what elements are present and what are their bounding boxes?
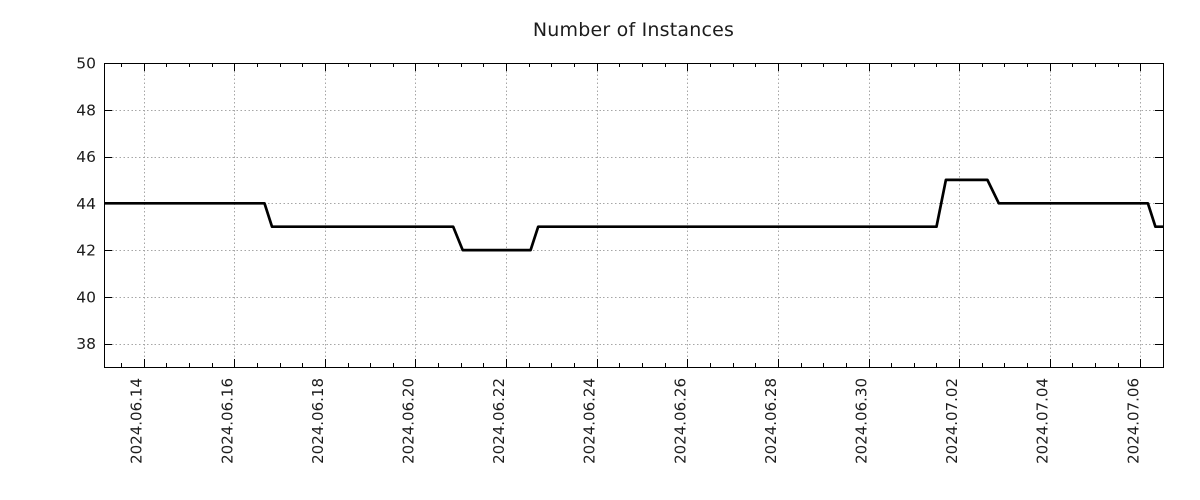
chart-title: Number of Instances — [532, 19, 735, 41]
grid-lines — [104, 63, 1163, 367]
x-tick-labels: 2024.06.14 2024.06.16 2024.06.18 2024.06.20… — [128, 378, 1143, 464]
y-tick-labels: 38 40 42 44 46 48 50 — [76, 55, 96, 354]
y-tick-label: 46 — [76, 148, 96, 166]
tick-marks — [104, 63, 1163, 367]
plot-border — [103, 62, 1165, 369]
x-tick-label: 2024.06.28 — [762, 378, 780, 464]
x-tick-label: 2024.07.02 — [943, 378, 961, 464]
x-tick-label: 2024.06.24 — [581, 378, 599, 464]
x-tick-label: 2024.06.20 — [399, 378, 417, 464]
y-tick-label: 48 — [76, 101, 96, 119]
x-tick-label: 2024.06.16 — [218, 378, 236, 464]
series-line — [104, 178, 1163, 252]
axes — [103, 62, 1165, 369]
x-tick-label: 2024.06.22 — [490, 378, 508, 464]
x-tick-label: 2024.06.26 — [671, 378, 689, 464]
x-tick-label: 2024.07.06 — [1124, 378, 1142, 464]
y-tick-label: 42 — [76, 242, 96, 260]
x-tick-label: 2024.07.04 — [1034, 378, 1052, 464]
series-instances — [104, 178, 1163, 252]
y-tick-label: 50 — [76, 55, 96, 73]
y-tick-label: 40 — [76, 288, 96, 306]
y-tick-label: 44 — [76, 195, 96, 213]
y-tick-label: 38 — [76, 335, 96, 353]
x-tick-label: 2024.06.18 — [309, 378, 327, 464]
x-tick-label: 2024.06.30 — [853, 378, 871, 464]
x-tick-label: 2024.06.14 — [128, 378, 146, 464]
